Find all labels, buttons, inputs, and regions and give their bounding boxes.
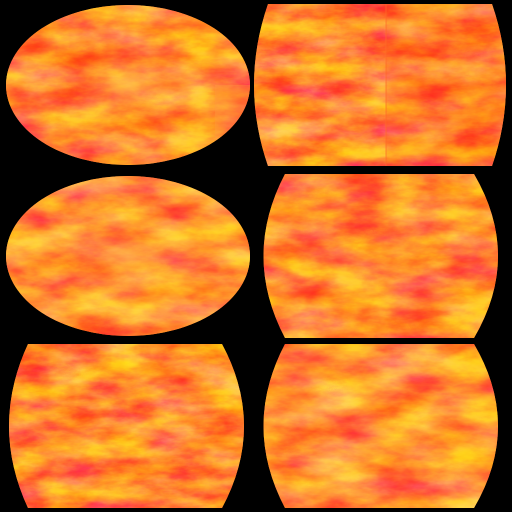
oval-projection-panel-2	[6, 176, 250, 336]
barrel-projection-panel-2	[263, 174, 498, 338]
barrel-projection-panel-1	[254, 4, 506, 166]
barrel-projection-panel-3	[9, 344, 244, 508]
barrel-projection-panel-4	[263, 344, 498, 508]
